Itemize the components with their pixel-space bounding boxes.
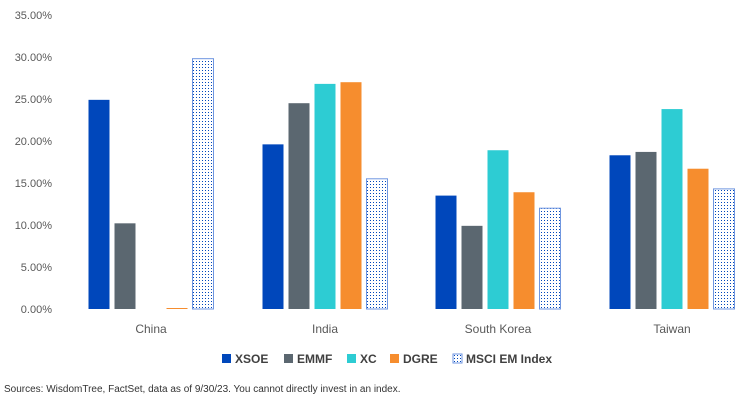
bar-xsoe — [88, 99, 110, 309]
bar-emmf — [461, 225, 483, 309]
bar-xc — [661, 109, 683, 309]
bar-emmf — [635, 151, 657, 309]
y-tick-label: 15.00% — [15, 178, 53, 190]
bar-dgre — [687, 168, 709, 309]
y-tick-label: 30.00% — [15, 52, 53, 64]
bar-msci-em-index — [366, 178, 388, 310]
bar-msci-em-index — [539, 207, 561, 310]
x-tick-label: Taiwan — [653, 322, 690, 336]
y-tick-label: 25.00% — [15, 94, 53, 106]
bar-msci-em-index — [192, 58, 214, 310]
bar-xc — [487, 150, 509, 309]
y-tick-label: 0.00% — [21, 304, 52, 316]
bar-dgre — [166, 308, 188, 309]
x-tick-label: South Korea — [465, 322, 532, 336]
legend-swatch — [390, 354, 399, 363]
bar-dgre — [513, 192, 535, 309]
legend-swatch — [452, 353, 463, 364]
bar-dgre — [340, 82, 362, 309]
bar-msci-em-index — [713, 188, 735, 310]
y-tick-label: 5.00% — [21, 262, 52, 274]
legend-swatch — [222, 354, 231, 363]
bar-xc — [314, 83, 336, 309]
legend-label: MSCI EM Index — [466, 352, 552, 366]
bar-xsoe — [262, 144, 284, 309]
legend-label: XC — [360, 352, 377, 366]
legend-label: EMMF — [297, 352, 332, 366]
bar-emmf — [114, 223, 136, 309]
legend-swatch — [347, 354, 356, 363]
legend-label: DGRE — [403, 352, 438, 366]
y-tick-label: 10.00% — [15, 220, 53, 232]
y-tick-label: 20.00% — [15, 136, 53, 148]
bar-chart: 0.00% 5.00% 10.00% 15.00% 20.00% 25.00% 30.00%… — [15, 10, 735, 366]
legend-swatch — [284, 354, 293, 363]
y-tick-label: 35.00% — [15, 10, 53, 22]
source-note: Sources: WisdomTree, FactSet, data as of… — [4, 384, 401, 395]
bar-xsoe — [435, 195, 457, 309]
x-tick-label: China — [135, 322, 167, 336]
bar-emmf — [288, 103, 310, 309]
bar-xsoe — [609, 155, 631, 309]
x-tick-label: India — [312, 322, 338, 336]
legend-label: XSOE — [235, 352, 268, 366]
